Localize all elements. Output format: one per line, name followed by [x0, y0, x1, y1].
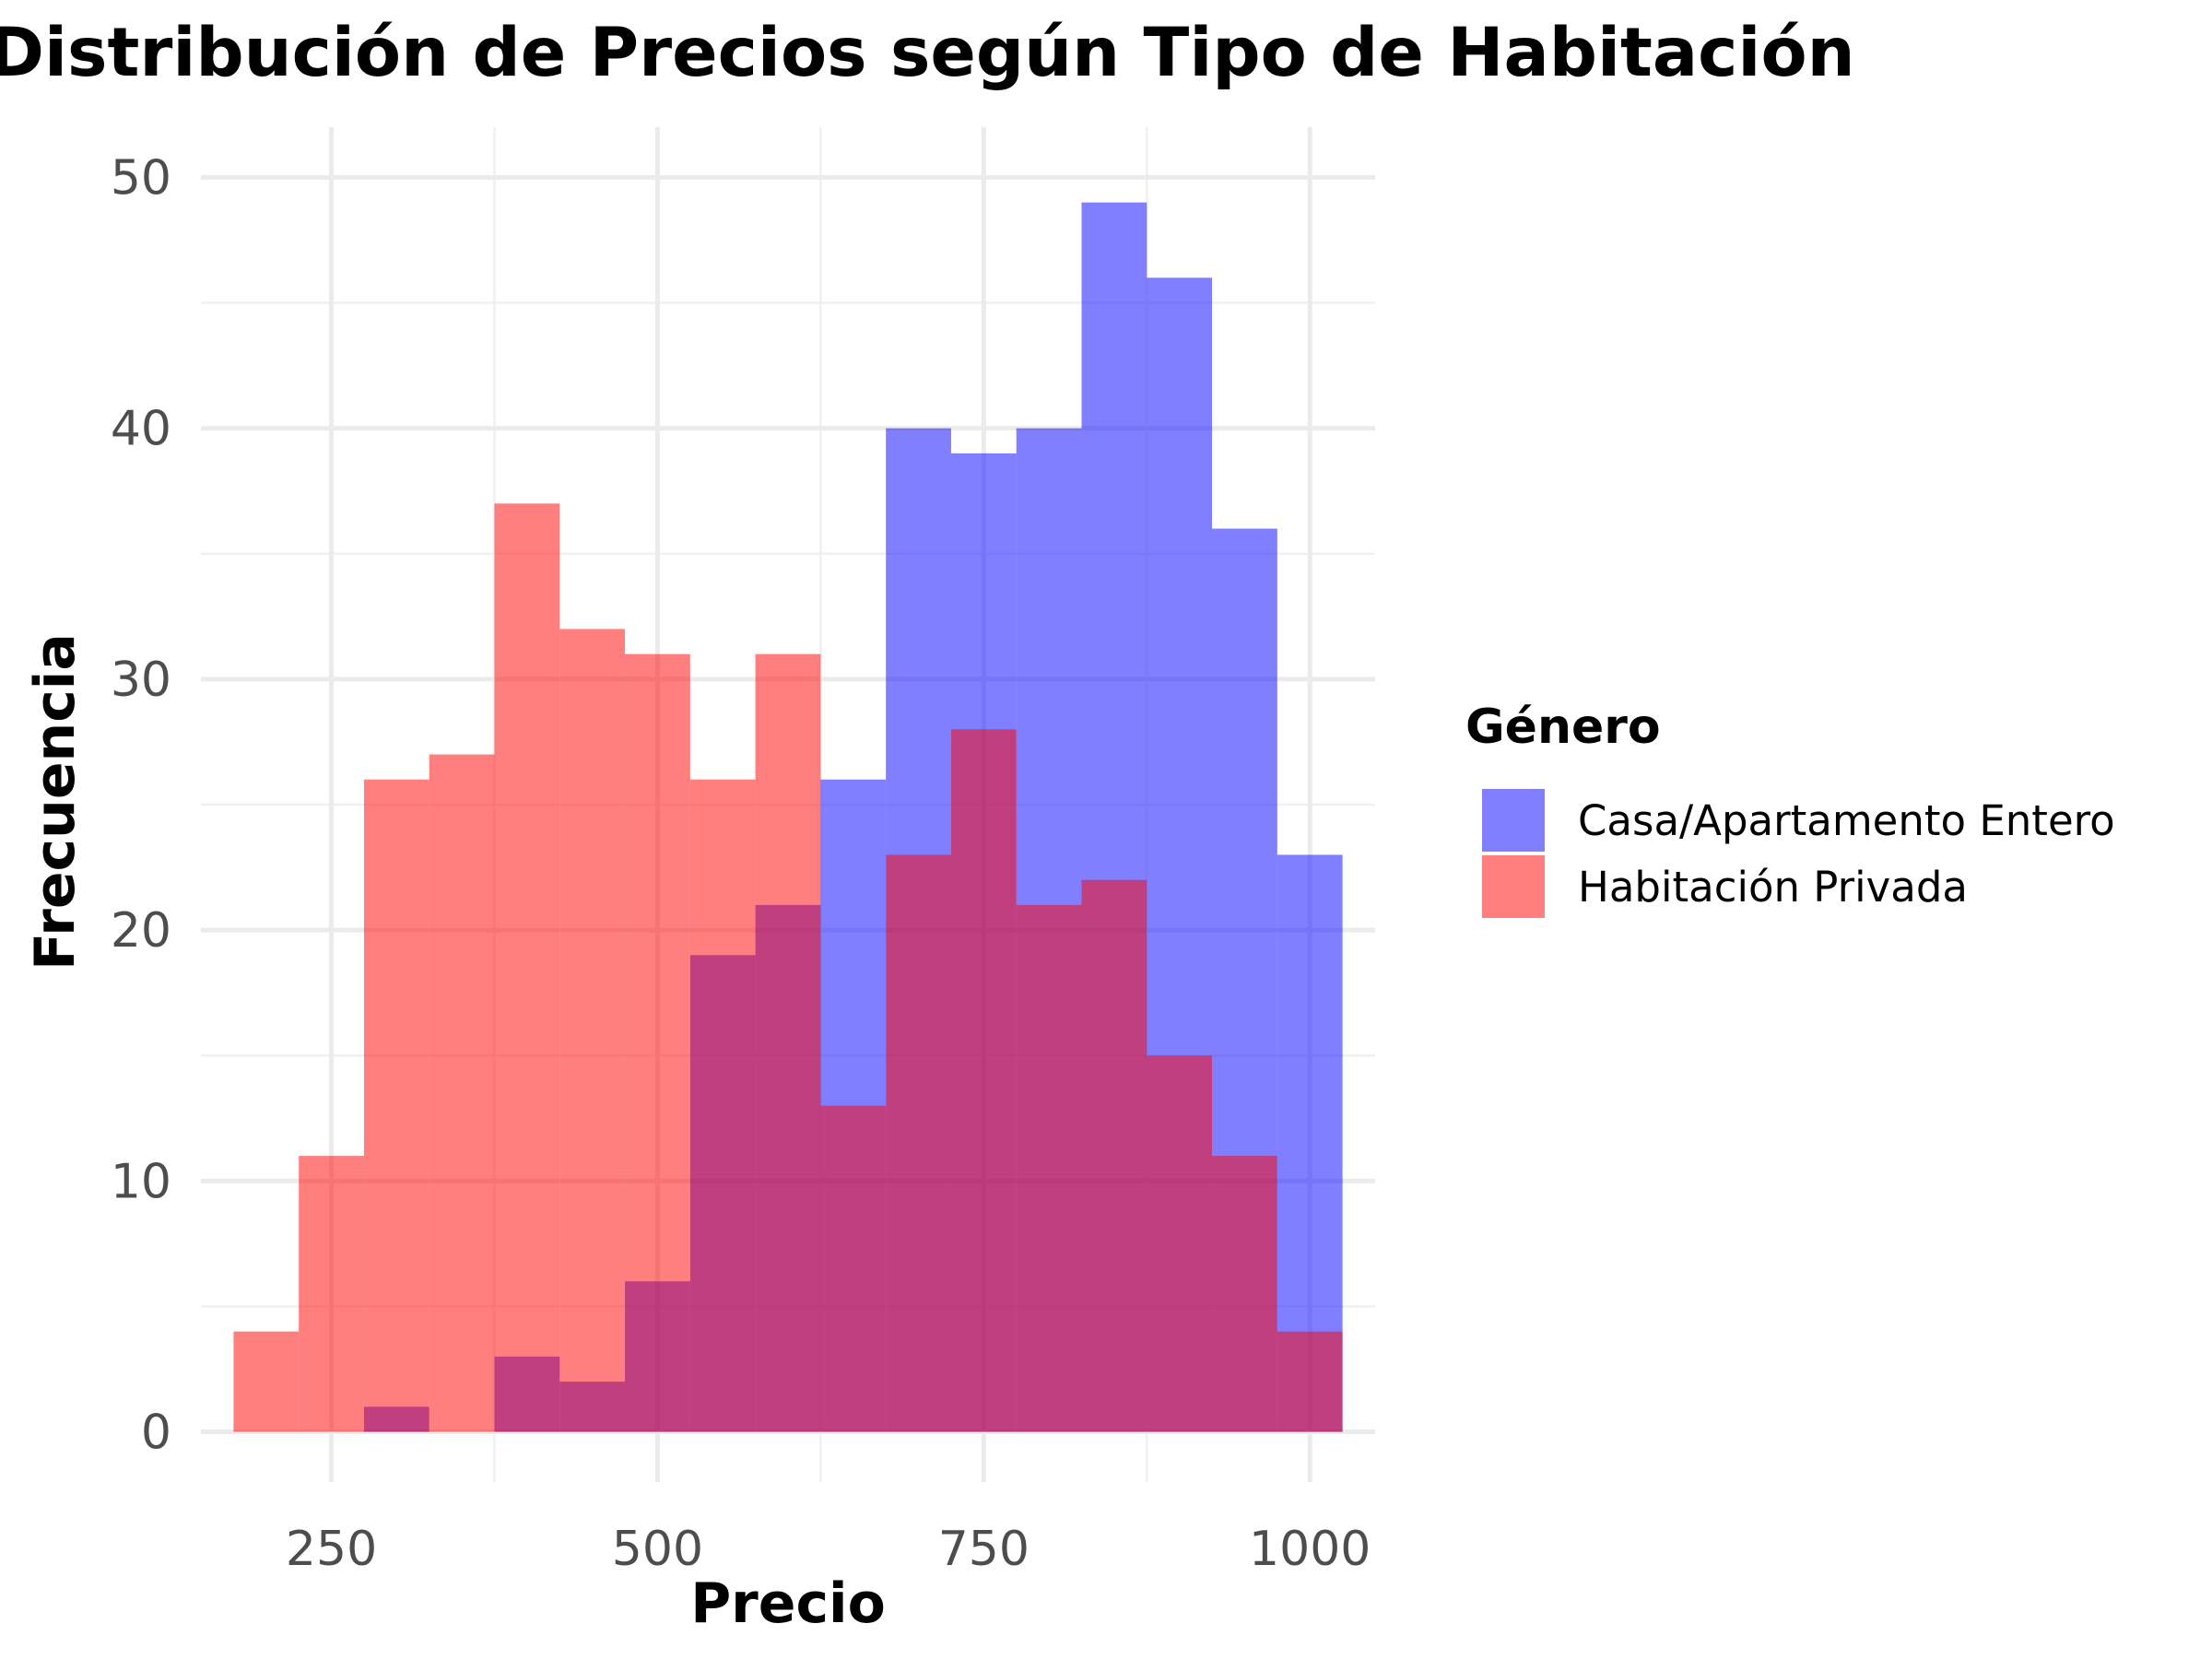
histogram-bar — [1081, 879, 1147, 1432]
legend-swatch — [1482, 855, 1545, 918]
histogram-bar — [820, 1105, 887, 1432]
y-tick-label: 40 — [111, 402, 171, 457]
legend-title: Género — [1465, 700, 1661, 755]
y-tick-label: 30 — [111, 653, 171, 708]
legend-label: Habitación Privada — [1578, 863, 1968, 912]
histogram-bar — [363, 779, 429, 1432]
y-axis-title: Frecuencia — [23, 633, 88, 971]
x-axis-title: Precio — [690, 1571, 886, 1636]
x-tick-label: 1000 — [1249, 1522, 1371, 1577]
x-tick-label: 500 — [612, 1522, 703, 1577]
histogram-bar — [755, 653, 821, 1432]
y-tick-label: 10 — [111, 1154, 171, 1209]
histogram-bar — [886, 854, 951, 1432]
legend-item: Casa/Apartamento Entero — [1482, 789, 2115, 852]
legend-swatch — [1482, 789, 1545, 852]
tick-labels: 250 500 750 1000 0 10 20 30 40 50 — [111, 150, 1371, 1577]
x-tick-label: 250 — [286, 1522, 377, 1577]
legend-label: Casa/Apartamento Entero — [1578, 796, 2115, 845]
histogram-bars — [233, 202, 1343, 1432]
legend: Género Casa/Apartamento Entero Habitación… — [1465, 700, 2115, 918]
histogram-bar — [1212, 1156, 1277, 1432]
histogram-bar — [1016, 904, 1082, 1432]
histogram-bar — [429, 754, 495, 1432]
histogram-bar — [625, 653, 690, 1432]
histogram-bar — [1277, 1331, 1343, 1432]
histogram-bar — [950, 729, 1017, 1432]
histogram-bar — [559, 629, 626, 1432]
series-2 — [233, 503, 1343, 1432]
chart-title: Distribución de Precios según Tipo de Ha… — [0, 14, 1855, 92]
y-tick-label: 50 — [111, 150, 171, 206]
legend-item: Habitación Privada — [1482, 855, 1968, 918]
y-tick-label: 0 — [141, 1406, 171, 1461]
legend-items: Casa/Apartamento Entero Habitación Privad… — [1482, 789, 2115, 918]
x-tick-label: 750 — [938, 1522, 1030, 1577]
y-tick-label: 20 — [111, 903, 171, 959]
histogram-bar — [689, 779, 756, 1432]
histogram-bar — [233, 1331, 300, 1432]
histogram-bar — [299, 1156, 364, 1432]
histogram-bar — [494, 503, 560, 1432]
histogram-bar — [1147, 1055, 1213, 1432]
